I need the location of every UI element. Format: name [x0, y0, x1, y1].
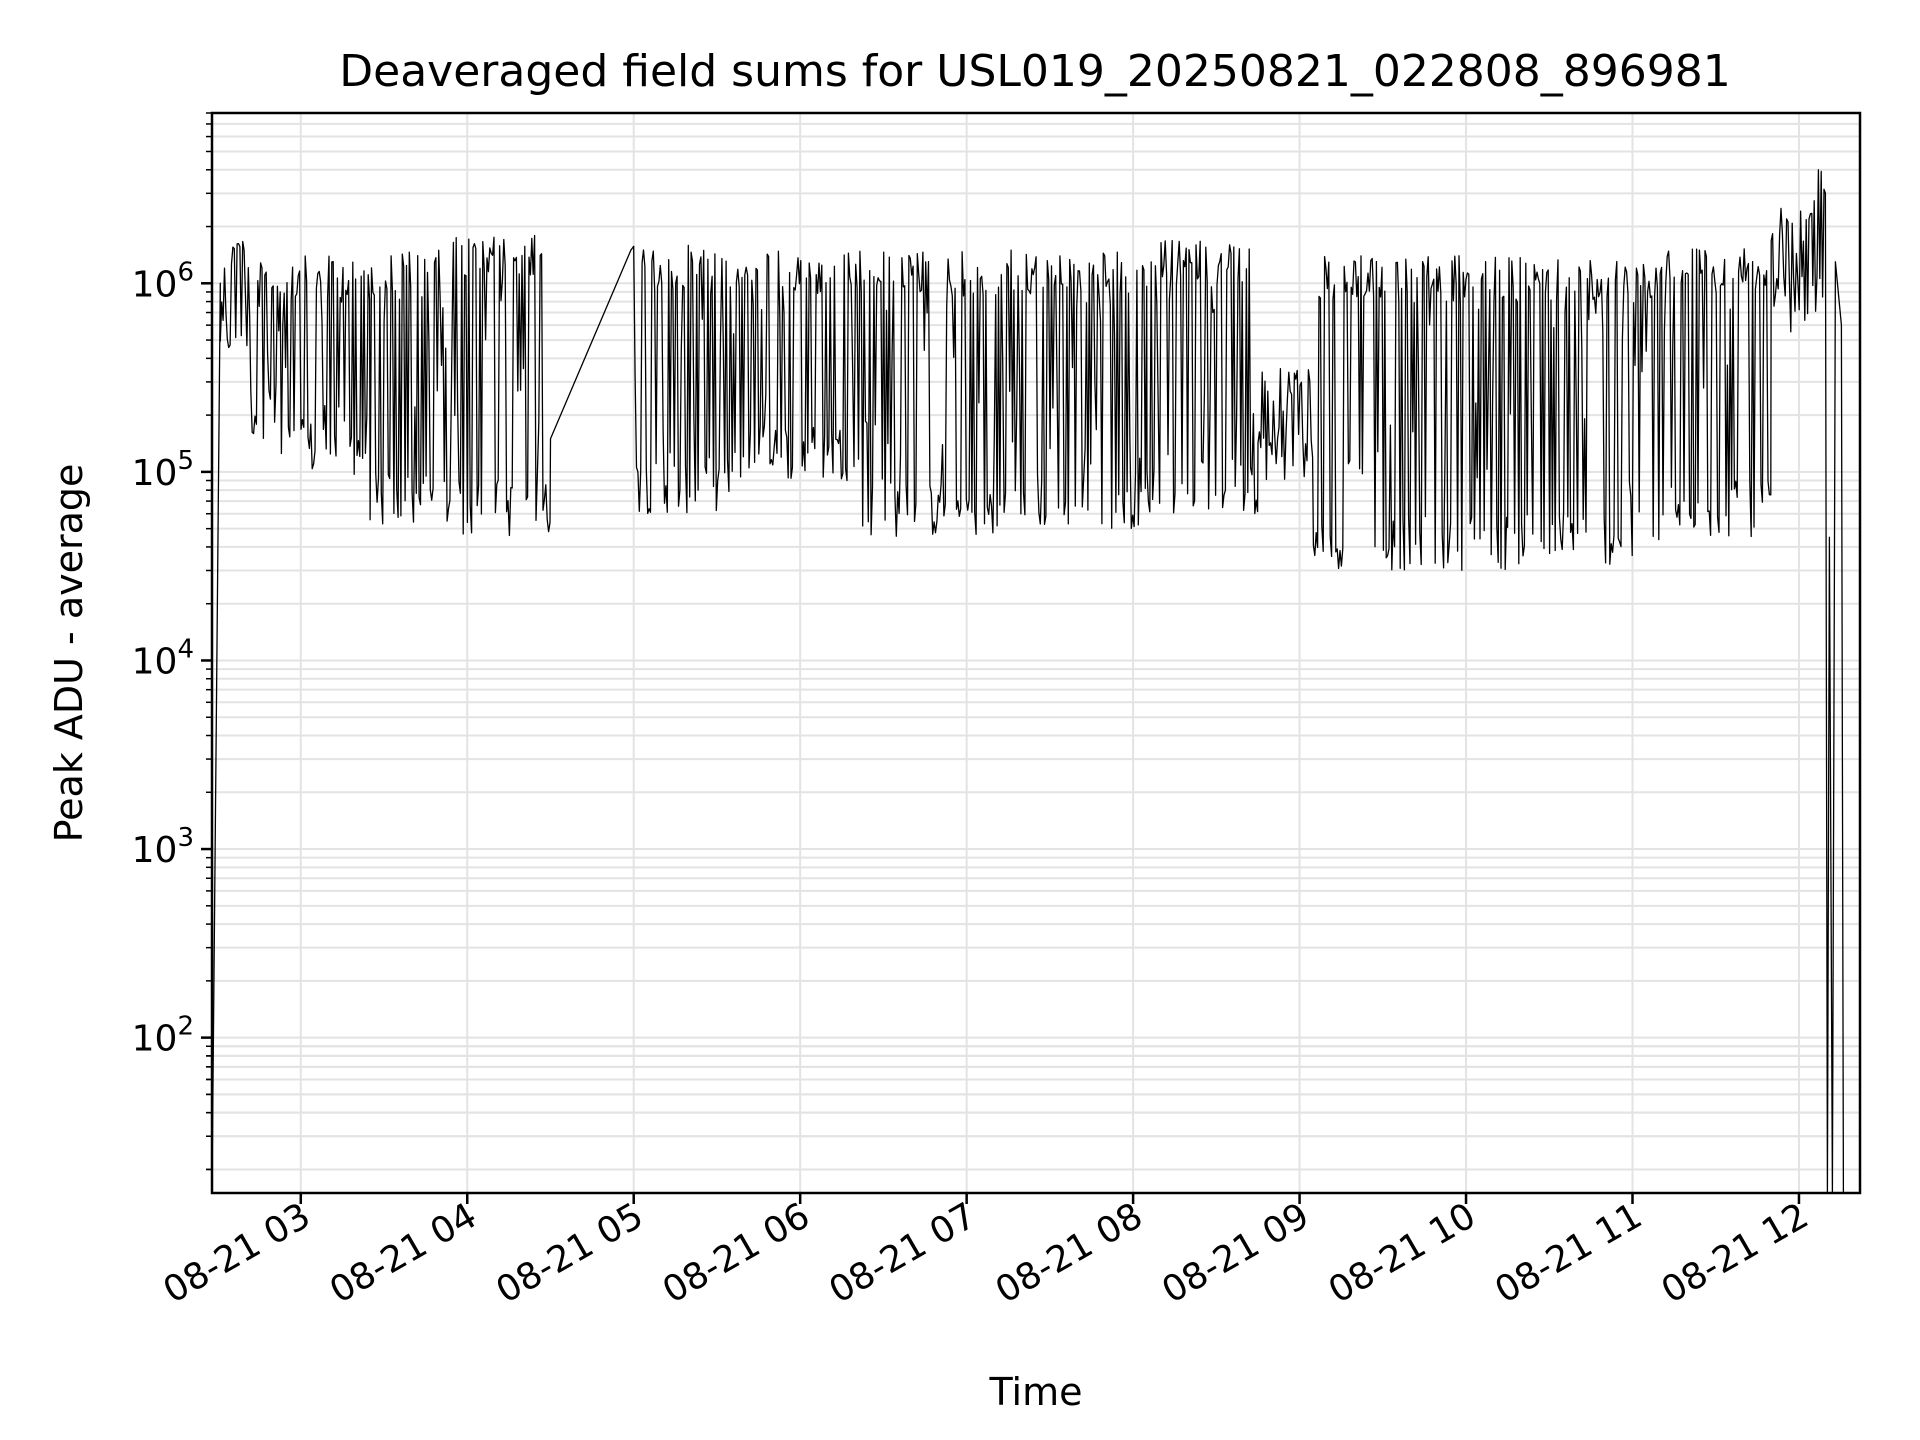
series-layer	[211, 169, 1845, 1194]
y-tick-label: 105	[132, 446, 194, 494]
series-line	[211, 169, 1845, 1194]
plot-frame	[210, 111, 1862, 1195]
y-tick-label: 106	[132, 257, 194, 305]
x-axis-label: Time	[989, 1370, 1083, 1414]
y-tick-label: 104	[132, 634, 194, 682]
y-axis-label: Peak ADU - average	[47, 464, 91, 843]
grid	[212, 112, 1860, 1193]
y-tick-label: 102	[132, 1012, 194, 1060]
y-tick-label: 103	[132, 823, 194, 871]
chart-title: Deaveraged field sums for USL019_2025082…	[339, 46, 1731, 97]
